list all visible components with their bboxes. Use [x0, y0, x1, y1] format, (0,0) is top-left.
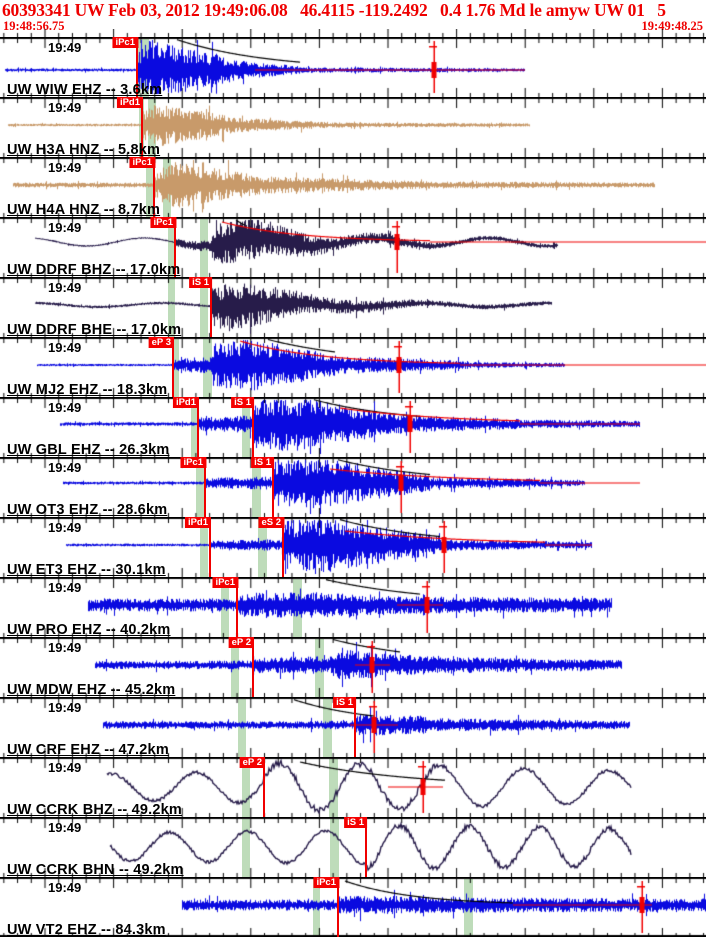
trace-minute-label: 19:49 [48, 400, 82, 415]
pick-flag[interactable]: iPc1 [313, 877, 339, 888]
station-label: UW DDRF BHZ -- 17.0km [7, 262, 181, 278]
event-summary: 60393341 UW Feb 03, 2012 19:49:06.08 46.… [2, 0, 666, 20]
trace-panel: eP 2 19:49 UW MDW EHZ -- 45.2km [0, 637, 706, 698]
pick-line[interactable] [141, 97, 143, 157]
station-label: UW VT2 EHZ -- 84.3km [7, 922, 166, 938]
waveform-canvas[interactable] [0, 457, 706, 517]
station-label: UW CCRK BHZ -- 49.2km [7, 802, 182, 818]
trace-panel: iS 1 19:49 UW CCRK BHN -- 49.2km [0, 817, 706, 878]
waveform-canvas[interactable] [0, 637, 706, 697]
trace-panel: iPc1 19:49 UW DDRF BHZ -- 17.0km [0, 217, 706, 278]
pick-line[interactable] [263, 757, 265, 817]
trace-panel: iPd1 19:49 UW H3A HNZ -- 5.8km [0, 97, 706, 158]
trace-panel: iPc1 19:49 UW WIW EHZ -- 3.6km [0, 37, 706, 98]
waveform-canvas[interactable] [0, 217, 706, 277]
trace-minute-label: 19:49 [48, 640, 82, 655]
trace-panel: iPd1 iS 1 19:49 UW GBL EHZ -- 26.3km [0, 397, 706, 458]
pick-flag[interactable]: iPd1 [184, 517, 211, 528]
station-label: UW ET3 EHZ -- 30.1km [7, 562, 166, 578]
waveform-canvas[interactable] [0, 277, 706, 337]
station-label: UW MJ2 EHZ -- 18.3km [7, 382, 168, 398]
trace-minute-label: 19:49 [48, 280, 82, 295]
pick-line[interactable] [210, 277, 212, 337]
pick-flag[interactable]: eP 3 [148, 337, 174, 348]
pick-flag[interactable]: eP 2 [239, 757, 265, 768]
station-label: UW DDRF BHE -- 17.0km [7, 322, 182, 338]
pick-line[interactable] [209, 517, 211, 577]
trace-panel: iPc1 iS 1 19:49 UW OT3 EHZ -- 28.6km [0, 457, 706, 518]
trace-minute-label: 19:49 [48, 160, 82, 175]
station-label: UW H3A HNZ -- 5.8km [7, 142, 161, 158]
station-label: UW MDW EHZ -- 45.2km [7, 682, 176, 698]
trace-panel: eP 2 19:49 UW CCRK BHZ -- 49.2km [0, 757, 706, 818]
station-label: UW PRO EHZ -- 40.2km [7, 622, 171, 638]
trace-minute-label: 19:49 [48, 100, 82, 115]
header: 60393341 UW Feb 03, 2012 19:49:06.08 46.… [0, 0, 706, 37]
trace-minute-label: 19:49 [48, 460, 82, 475]
station-label: UW CRF EHZ -- 47.2km [7, 742, 169, 758]
pick-line[interactable] [197, 397, 199, 457]
pick-line[interactable] [172, 337, 174, 397]
pick-line[interactable] [337, 877, 339, 937]
pick-line[interactable] [252, 637, 254, 697]
pick-line[interactable] [282, 517, 284, 577]
trace-minute-label: 19:49 [48, 580, 82, 595]
pick-flag[interactable]: eS 2 [258, 517, 284, 528]
station-label: UW GBL EHZ -- 26.3km [7, 442, 170, 458]
pick-line[interactable] [153, 157, 155, 217]
trace-minute-label: 19:49 [48, 340, 82, 355]
time-axis-ticks [0, 29, 706, 37]
station-label: UW OT3 EHZ -- 28.6km [7, 502, 168, 518]
pick-line[interactable] [365, 817, 367, 877]
trace-minute-label: 19:49 [48, 820, 82, 835]
pick-flag[interactable]: iPc1 [129, 157, 155, 168]
pick-line[interactable] [272, 457, 274, 517]
pick-flag[interactable]: iPc1 [112, 37, 138, 48]
trace-minute-label: 19:49 [48, 40, 82, 55]
pick-line[interactable] [174, 217, 176, 277]
pick-flag[interactable]: iS 1 [333, 697, 356, 708]
trace-minute-label: 19:49 [48, 700, 82, 715]
waveform-canvas[interactable] [0, 157, 706, 217]
trace-panel: iPc1 19:49 UW VT2 EHZ -- 84.3km [0, 877, 706, 938]
trace-panel: iPd1 eS 2 19:49 UW ET3 EHZ -- 30.1km [0, 517, 706, 578]
pick-flag[interactable]: iPc1 [180, 457, 206, 468]
station-label: UW H4A HNZ -- 8.7km [7, 202, 161, 218]
pick-flag[interactable]: iS 1 [231, 397, 254, 408]
station-label: UW CCRK BHN -- 49.2km [7, 862, 184, 878]
pick-flag[interactable]: iS 1 [251, 457, 274, 468]
waveform-canvas[interactable] [0, 577, 706, 637]
pick-flag[interactable]: iS 1 [344, 817, 367, 828]
waveform-canvas[interactable] [0, 337, 706, 397]
trace-panel: iS 1 19:49 UW CRF EHZ -- 47.2km [0, 697, 706, 758]
trace-minute-label: 19:49 [48, 520, 82, 535]
pick-flag[interactable]: iPc1 [150, 217, 176, 228]
waveform-canvas[interactable] [0, 757, 706, 817]
trace-panel: eP 3 19:49 UW MJ2 EHZ -- 18.3km [0, 337, 706, 398]
pick-line[interactable] [236, 577, 238, 637]
trace-minute-label: 19:49 [48, 220, 82, 235]
pick-line[interactable] [204, 457, 206, 517]
pick-flag[interactable]: iPd1 [116, 97, 143, 108]
waveform-canvas[interactable] [0, 517, 706, 577]
trace-minute-label: 19:49 [48, 880, 82, 895]
station-label: UW WIW EHZ -- 3.6km [7, 82, 163, 98]
pick-line[interactable] [354, 697, 356, 757]
pick-flag[interactable]: iPd1 [172, 397, 199, 408]
pick-line[interactable] [136, 37, 138, 97]
trace-panel: iPc1 19:49 UW H4A HNZ -- 8.7km [0, 157, 706, 218]
trace-panel: iPc1 19:49 UW PRO EHZ -- 40.2km [0, 577, 706, 638]
trace-panel: iS 1 19:49 UW DDRF BHE -- 17.0km [0, 277, 706, 338]
pick-line[interactable] [252, 397, 254, 457]
trace-minute-label: 19:49 [48, 760, 82, 775]
pick-flag[interactable]: eP 2 [228, 637, 254, 648]
waveform-canvas[interactable] [0, 397, 706, 457]
pick-flag[interactable]: iS 1 [189, 277, 212, 288]
pick-flag[interactable]: iPc1 [212, 577, 238, 588]
waveform-canvas[interactable] [0, 877, 706, 937]
